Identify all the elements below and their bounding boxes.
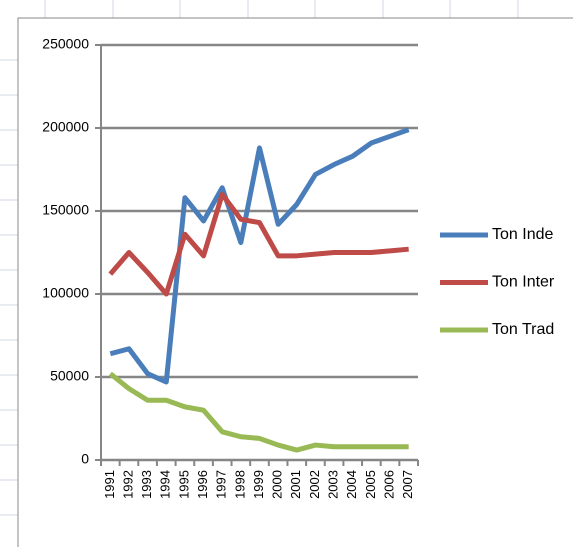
y-tick-label: 150000 (42, 202, 89, 218)
series-line (108, 371, 409, 453)
y-tick-label: 250000 (42, 36, 89, 52)
x-tick-label: 1991 (102, 470, 117, 499)
legend-label: Ton Inde (492, 226, 553, 243)
x-tick-label: 2004 (344, 470, 359, 499)
y-tick-label: 200000 (42, 119, 89, 135)
y-tick-label: 100000 (42, 285, 89, 301)
y-tick-label: 0 (81, 451, 89, 467)
x-tick-label: 1998 (232, 470, 247, 499)
x-tick-label: 2003 (326, 470, 341, 499)
x-tick-label: 1994 (158, 470, 173, 499)
sheet-grid (0, 0, 519, 516)
x-tick-label: 2005 (363, 470, 378, 499)
x-tick-label: 1997 (214, 470, 229, 499)
x-tick-label: 1995 (176, 470, 191, 499)
legend-label: Ton Trad (492, 321, 554, 338)
x-tick-label: 1999 (251, 470, 266, 499)
x-tick-label: 1996 (195, 470, 210, 499)
series-line (109, 127, 410, 385)
x-tick-label: 1992 (120, 470, 135, 499)
x-tick-label: 2007 (400, 470, 415, 499)
legend-label: Ton Inter (492, 274, 555, 291)
x-tick-label: 1993 (139, 470, 154, 499)
x-tick-label: 2002 (307, 470, 322, 499)
x-tick-label: 2006 (381, 470, 396, 499)
y-tick-label: 50000 (50, 368, 89, 384)
x-tick-label: 2001 (288, 470, 303, 499)
x-tick-label: 2000 (270, 470, 285, 499)
series-line (108, 191, 409, 297)
